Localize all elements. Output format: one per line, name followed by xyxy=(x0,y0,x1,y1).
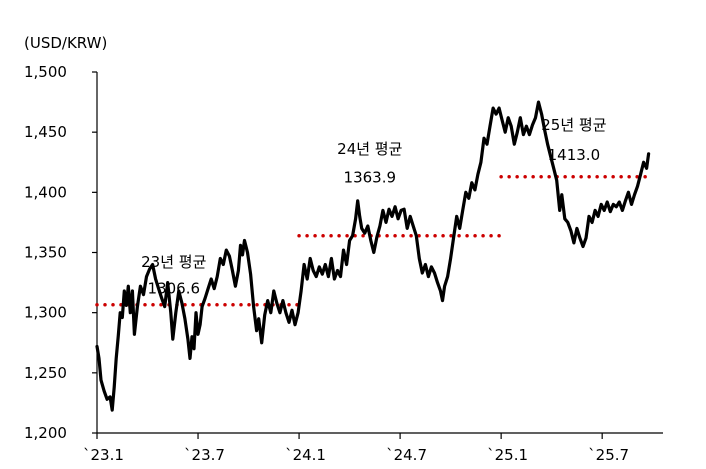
average-value-label: 1413.0 xyxy=(548,146,601,164)
x-tick-label: `24.1 xyxy=(285,446,326,464)
x-tick-label: `23.7 xyxy=(184,446,225,464)
x-tick-label: `25.7 xyxy=(588,446,629,464)
average-year-label: 25년 평균 xyxy=(541,116,606,134)
x-axis: `23.1 `23.7 `24.1 `24.7 `25.1 `25.7 xyxy=(83,432,663,464)
average-value-label: 1306.6 xyxy=(148,279,201,297)
y-axis-unit-label: (USD/KRW) xyxy=(24,34,107,52)
y-tick-label: 1,450 xyxy=(24,123,67,141)
y-tick-label: 1,500 xyxy=(24,63,67,81)
x-tick-label: `23.1 xyxy=(83,446,124,464)
y-tick-label: 1,400 xyxy=(24,183,67,201)
series-lines xyxy=(95,100,651,412)
y-tick-label: 1,350 xyxy=(24,244,67,262)
x-tick-label: `24.7 xyxy=(386,446,427,464)
y-tick-label: 1,250 xyxy=(24,364,67,382)
average-year-label: 23년 평균 xyxy=(141,253,206,271)
exchange-rate-line xyxy=(95,100,651,412)
y-axis: 1,200 1,250 1,300 1,350 1,400 1,450 1,500 xyxy=(24,63,98,442)
x-tick-label: `25.1 xyxy=(487,446,528,464)
average-annotations: 23년 평균 1306.6 24년 평균 1363.9 25년 평균 1413.0 xyxy=(141,116,607,298)
average-value-label: 1363.9 xyxy=(344,169,397,187)
y-tick-label: 1,300 xyxy=(24,304,67,322)
y-tick-label: 1,200 xyxy=(24,424,67,442)
average-year-label: 24년 평균 xyxy=(337,140,402,158)
